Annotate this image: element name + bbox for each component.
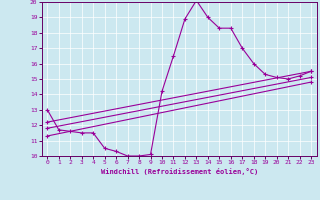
X-axis label: Windchill (Refroidissement éolien,°C): Windchill (Refroidissement éolien,°C)	[100, 168, 258, 175]
